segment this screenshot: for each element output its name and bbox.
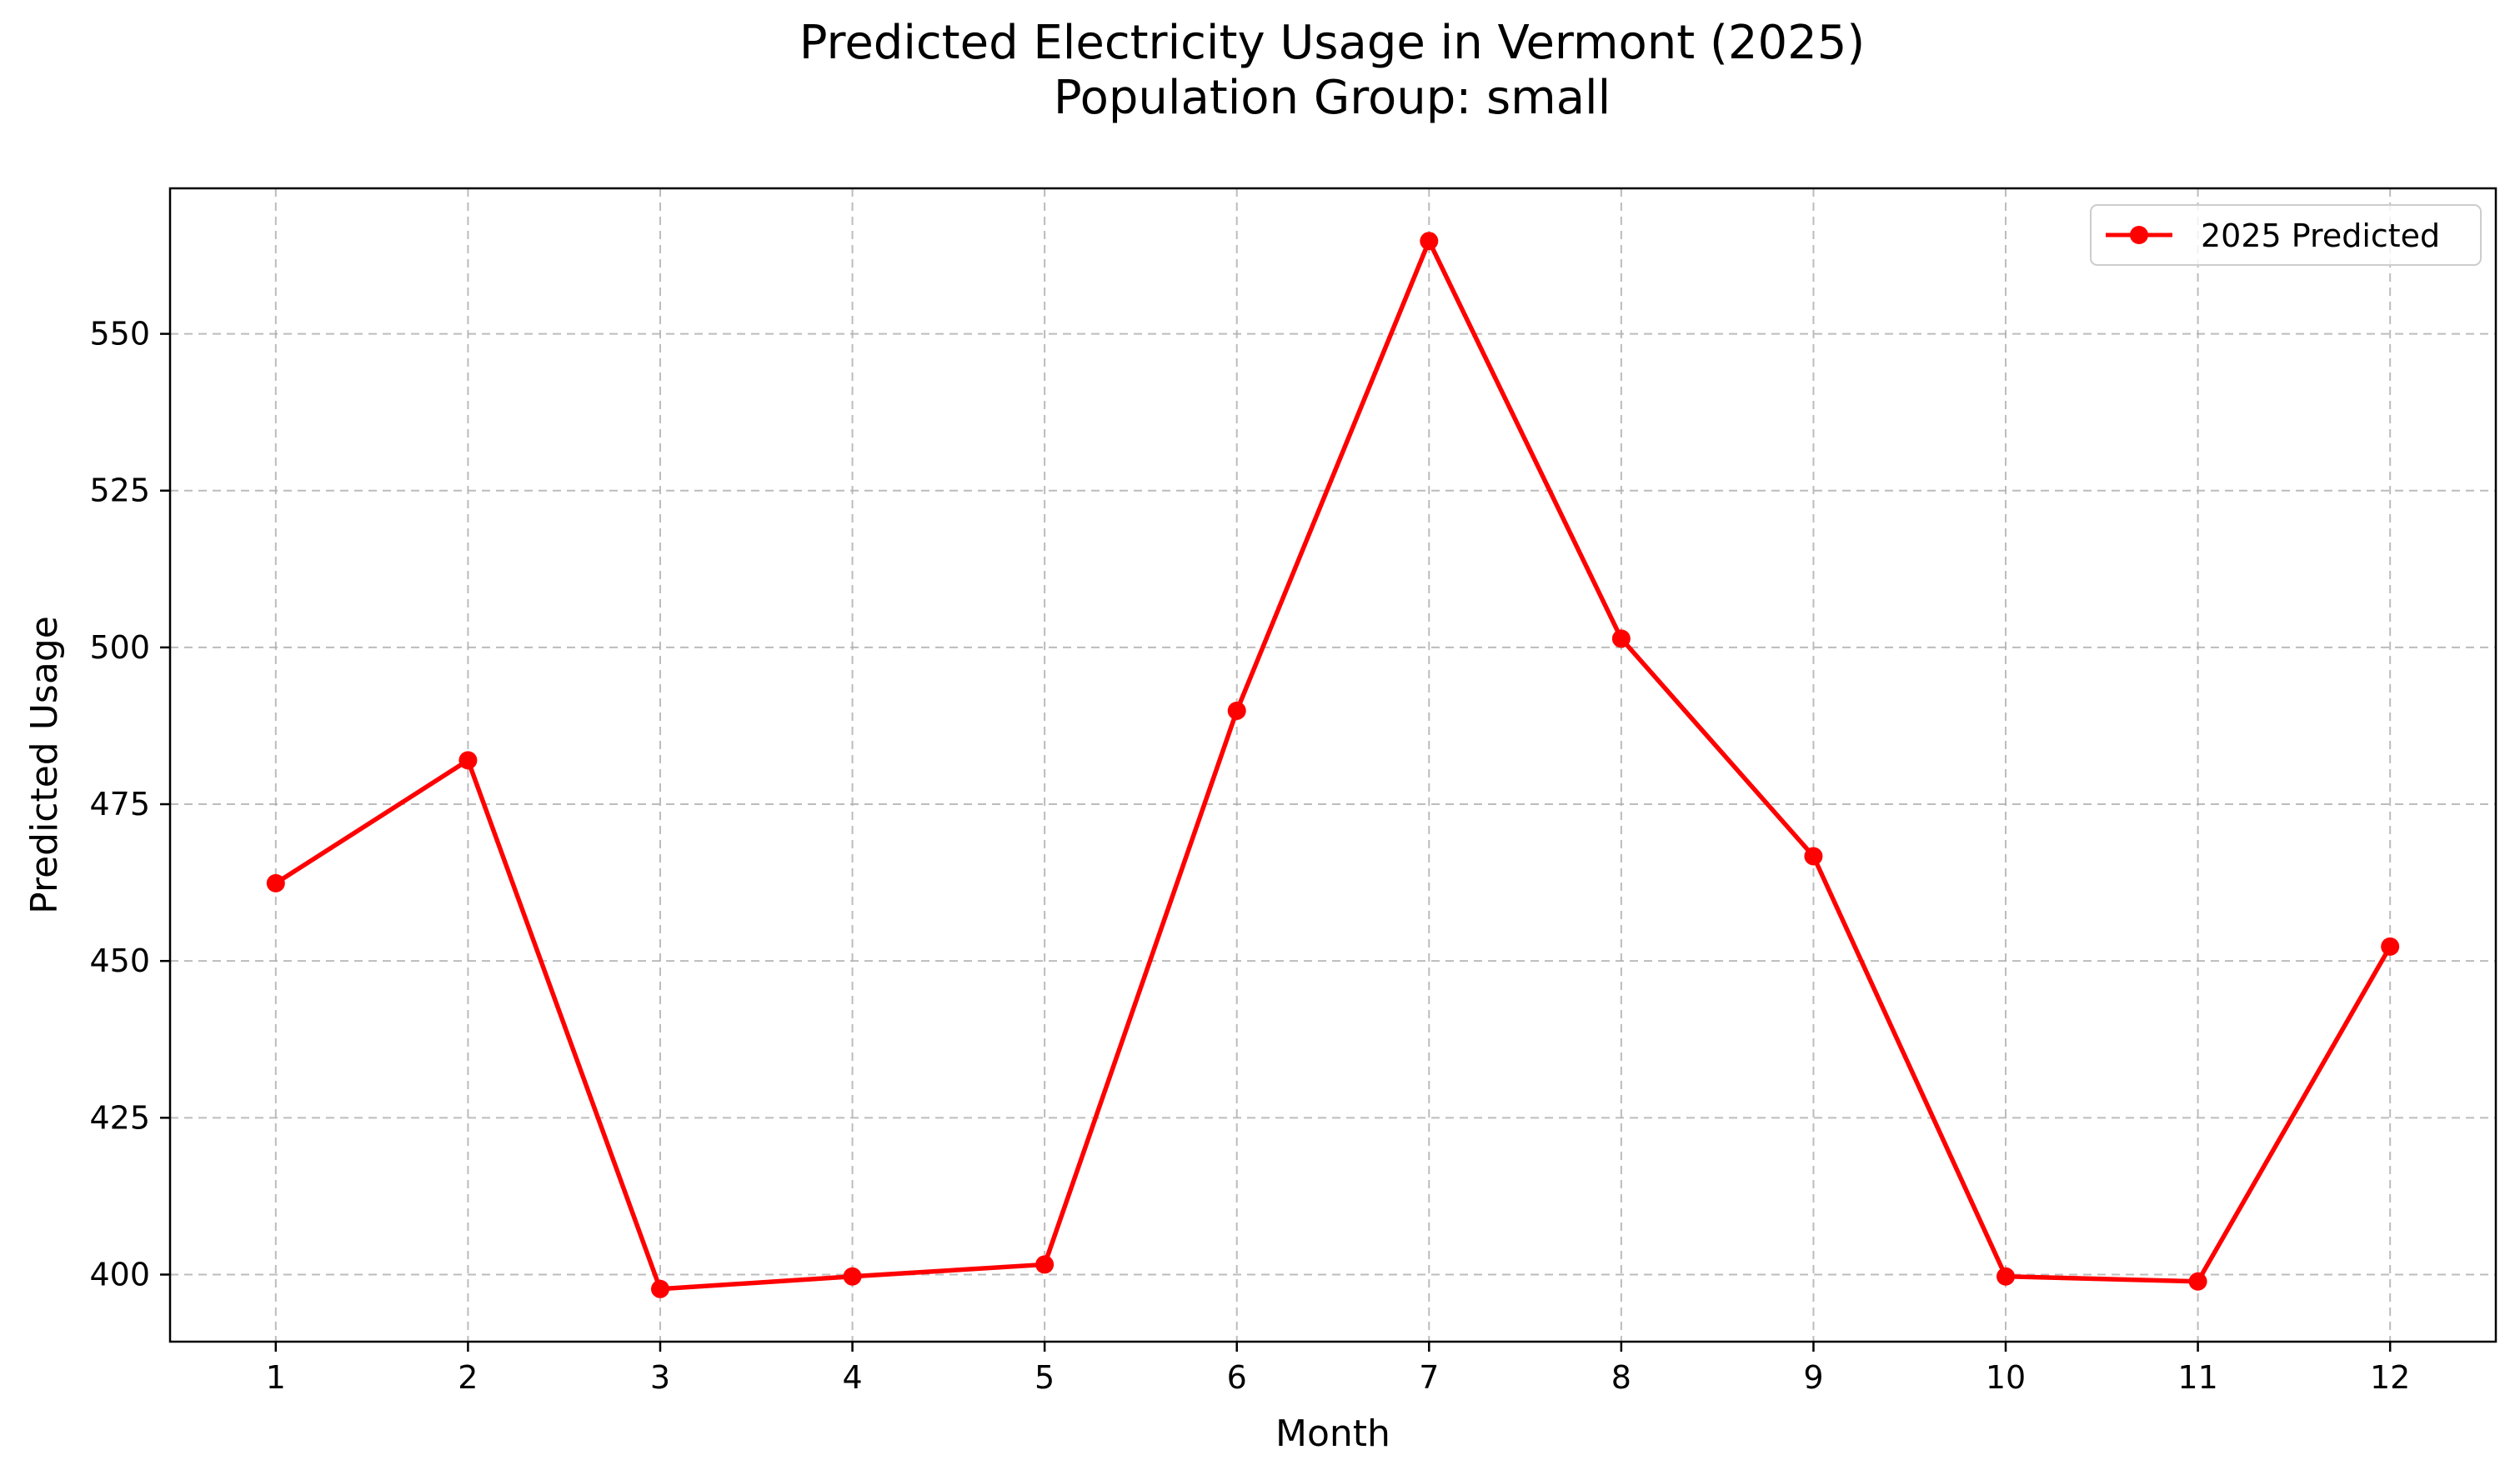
- x-tick-label: 4: [842, 1359, 862, 1396]
- series-marker-layer: [266, 232, 2400, 1298]
- data-point: [1611, 629, 1631, 648]
- data-point: [2188, 1272, 2207, 1291]
- data-point: [266, 873, 285, 892]
- x-axis-ticks: 1 2 3 4 5 6 7 8 9 10 11 12: [266, 1342, 2410, 1396]
- x-tick-label: 6: [1227, 1359, 1247, 1396]
- x-tick-label: 11: [2177, 1359, 2217, 1396]
- data-point: [1035, 1255, 1055, 1274]
- chart-title: Predicted Electricity Usage in Vermont (…: [799, 16, 1866, 70]
- data-point: [1420, 232, 1439, 251]
- data-point: [1996, 1267, 2016, 1286]
- data-point: [650, 1279, 669, 1298]
- y-axis-label: Predicted Usage: [23, 616, 66, 914]
- x-tick-label: 5: [1035, 1359, 1055, 1396]
- legend: 2025 Predicted: [2090, 204, 2482, 266]
- data-point: [2381, 937, 2400, 956]
- chart-subtitle: Population Group: small: [1054, 71, 1611, 125]
- x-tick-label: 9: [1803, 1359, 1823, 1396]
- y-tick-label: 475: [89, 786, 150, 822]
- series-line-layer: [273, 238, 2392, 1292]
- x-tick-label: 12: [2370, 1359, 2410, 1396]
- data-point: [1227, 701, 1246, 720]
- x-tick-label: 3: [650, 1359, 670, 1396]
- y-tick-label: 450: [89, 942, 150, 979]
- y-tick-label: 525: [89, 472, 150, 509]
- data-point: [1804, 847, 1823, 866]
- data-point: [458, 751, 478, 770]
- series-line: [273, 238, 2392, 1292]
- y-tick-label: 400: [89, 1256, 150, 1292]
- x-tick-label: 7: [1419, 1359, 1439, 1396]
- x-tick-label: 10: [1986, 1359, 2026, 1396]
- x-tick-label: 8: [1611, 1359, 1631, 1396]
- x-tick-label: 1: [266, 1359, 286, 1396]
- x-tick-label: 2: [458, 1359, 478, 1396]
- legend-box: [2090, 204, 2482, 266]
- grid: [170, 188, 2496, 1342]
- y-axis-ticks: 400 425 450 475 500 525 550: [89, 316, 170, 1292]
- y-tick-label: 500: [89, 629, 150, 666]
- data-point: [843, 1267, 862, 1286]
- legend-label: 2025 Predicted: [2201, 218, 2440, 254]
- y-tick-label: 425: [89, 1099, 150, 1136]
- y-tick-label: 550: [89, 316, 150, 352]
- plot-frame: [168, 187, 2497, 1343]
- x-axis-label: Month: [1275, 1412, 1390, 1455]
- legend-marker-swatch: [2130, 226, 2148, 244]
